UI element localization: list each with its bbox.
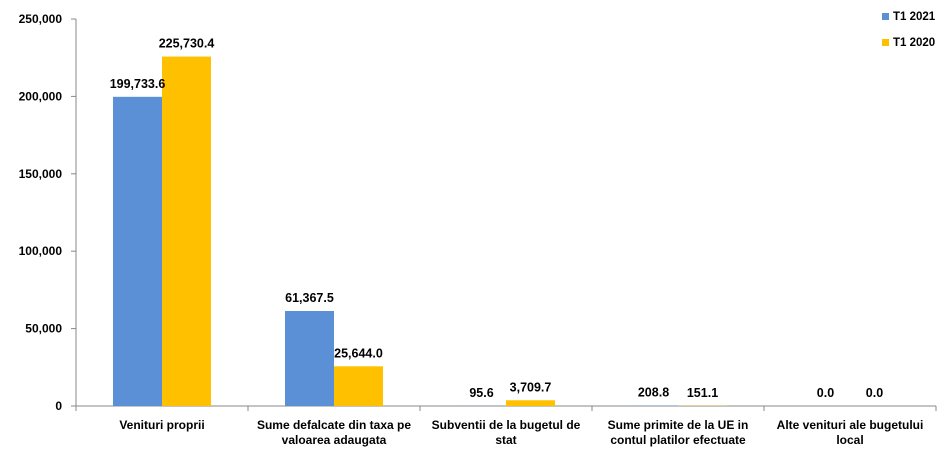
data-label: 151.1 xyxy=(687,386,718,400)
data-label: 3,709.7 xyxy=(510,380,552,394)
category-label: Sume primite de la UE in xyxy=(608,418,749,432)
data-label: 0.0 xyxy=(817,386,834,400)
bar xyxy=(334,366,383,406)
legend-label: T1 2020 xyxy=(893,37,935,49)
x-axis xyxy=(75,405,937,411)
y-tick-label: 100,000 xyxy=(19,244,63,258)
bar xyxy=(162,56,211,407)
category-label: Subventii de la bugetul de xyxy=(432,418,581,432)
legend-swatch xyxy=(882,39,889,46)
category-labels: Venituri proprii Sume defalcate din taxa … xyxy=(119,418,923,447)
category-label: contul platilor efectuate xyxy=(610,433,746,447)
y-tick-label: 250,000 xyxy=(19,12,63,26)
y-tick-label: 150,000 xyxy=(19,167,63,181)
bar xyxy=(113,96,162,407)
y-tick-label: 50,000 xyxy=(25,322,62,336)
data-labels: 199,733.6 225,730.4 61,367.5 25,644.0 95.6 3,… xyxy=(110,37,884,400)
legend-label: T1 2021 xyxy=(893,11,936,23)
category-label: valoarea adaugata xyxy=(282,433,387,447)
category-label: Sume defalcate din taxa pe xyxy=(257,418,411,432)
legend: T1 2021 T1 2020 xyxy=(882,11,936,49)
y-tick-label: 200,000 xyxy=(19,89,63,103)
category-label: local xyxy=(836,433,863,447)
data-label: 0.0 xyxy=(866,386,883,400)
y-tick-label: 0 xyxy=(55,399,62,413)
data-label: 61,367.5 xyxy=(285,291,334,305)
y-axis: 0 50,000 100,000 150,000 200,000 250,000 xyxy=(19,12,77,413)
data-label: 95.6 xyxy=(469,386,493,400)
category-label: Alte venituri ale bugetului xyxy=(777,418,924,432)
bars xyxy=(113,56,727,407)
bar xyxy=(285,311,334,406)
bar xyxy=(506,400,555,406)
category-label: stat xyxy=(495,433,516,447)
data-label: 199,733.6 xyxy=(110,77,166,91)
data-label: 225,730.4 xyxy=(159,37,215,51)
category-label: Venituri proprii xyxy=(119,418,204,432)
data-label: 25,644.0 xyxy=(334,346,383,360)
legend-swatch xyxy=(882,13,889,20)
data-label: 208.8 xyxy=(638,386,669,400)
